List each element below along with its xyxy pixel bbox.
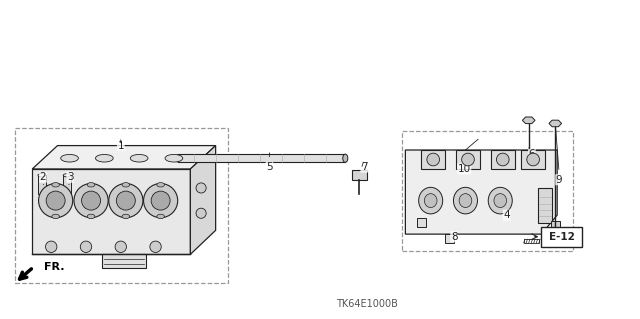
Ellipse shape xyxy=(176,154,180,162)
Text: 8: 8 xyxy=(451,232,458,242)
Polygon shape xyxy=(190,145,216,254)
Circle shape xyxy=(196,208,206,218)
Circle shape xyxy=(527,153,540,166)
Ellipse shape xyxy=(157,214,164,219)
Circle shape xyxy=(151,191,170,210)
Text: 5: 5 xyxy=(266,162,273,172)
Circle shape xyxy=(45,241,57,252)
Circle shape xyxy=(196,183,206,193)
Text: 3: 3 xyxy=(67,172,74,182)
Ellipse shape xyxy=(87,182,95,187)
FancyBboxPatch shape xyxy=(491,150,515,169)
Circle shape xyxy=(461,153,474,166)
FancyBboxPatch shape xyxy=(538,188,552,223)
FancyBboxPatch shape xyxy=(445,234,454,243)
Circle shape xyxy=(74,183,108,218)
Ellipse shape xyxy=(488,187,512,214)
Ellipse shape xyxy=(459,194,472,208)
Ellipse shape xyxy=(61,154,79,162)
Ellipse shape xyxy=(552,122,559,125)
Polygon shape xyxy=(32,169,190,254)
Ellipse shape xyxy=(419,187,443,214)
FancyBboxPatch shape xyxy=(38,175,45,194)
Ellipse shape xyxy=(63,174,71,177)
FancyBboxPatch shape xyxy=(551,221,560,228)
Ellipse shape xyxy=(122,182,130,187)
FancyBboxPatch shape xyxy=(178,154,346,162)
Ellipse shape xyxy=(424,194,437,208)
Text: 6: 6 xyxy=(529,149,535,160)
Circle shape xyxy=(80,241,92,252)
FancyBboxPatch shape xyxy=(521,150,545,169)
FancyBboxPatch shape xyxy=(417,218,426,227)
Circle shape xyxy=(427,153,440,166)
Text: 10: 10 xyxy=(458,164,471,174)
Ellipse shape xyxy=(52,214,60,219)
Circle shape xyxy=(46,191,65,210)
Circle shape xyxy=(116,191,135,210)
FancyBboxPatch shape xyxy=(541,226,582,247)
Circle shape xyxy=(497,153,509,166)
Polygon shape xyxy=(522,117,535,123)
Ellipse shape xyxy=(131,154,148,162)
FancyBboxPatch shape xyxy=(351,170,367,180)
Ellipse shape xyxy=(122,214,130,219)
Ellipse shape xyxy=(87,214,95,219)
Circle shape xyxy=(81,191,100,210)
Text: TK64E1000B: TK64E1000B xyxy=(337,299,398,309)
Ellipse shape xyxy=(343,154,348,162)
Polygon shape xyxy=(549,120,561,127)
Text: 1: 1 xyxy=(118,141,124,151)
FancyBboxPatch shape xyxy=(421,150,445,169)
Ellipse shape xyxy=(38,174,45,177)
Circle shape xyxy=(143,183,178,218)
Ellipse shape xyxy=(95,154,113,162)
Polygon shape xyxy=(405,150,557,234)
Circle shape xyxy=(109,183,143,218)
Ellipse shape xyxy=(454,187,477,214)
Text: 7: 7 xyxy=(361,162,367,172)
Ellipse shape xyxy=(525,118,532,122)
Circle shape xyxy=(115,241,127,252)
Text: 2: 2 xyxy=(40,172,46,182)
Text: 9: 9 xyxy=(556,175,563,185)
FancyBboxPatch shape xyxy=(456,150,480,169)
Ellipse shape xyxy=(165,154,183,162)
Circle shape xyxy=(38,183,73,218)
Circle shape xyxy=(150,241,161,252)
Text: E-12: E-12 xyxy=(549,232,575,242)
Text: FR.: FR. xyxy=(44,262,64,272)
Ellipse shape xyxy=(494,194,507,208)
FancyBboxPatch shape xyxy=(102,254,146,268)
FancyBboxPatch shape xyxy=(63,175,71,194)
Polygon shape xyxy=(32,145,216,169)
Text: 4: 4 xyxy=(503,210,510,220)
Ellipse shape xyxy=(157,182,164,187)
Ellipse shape xyxy=(52,182,60,187)
